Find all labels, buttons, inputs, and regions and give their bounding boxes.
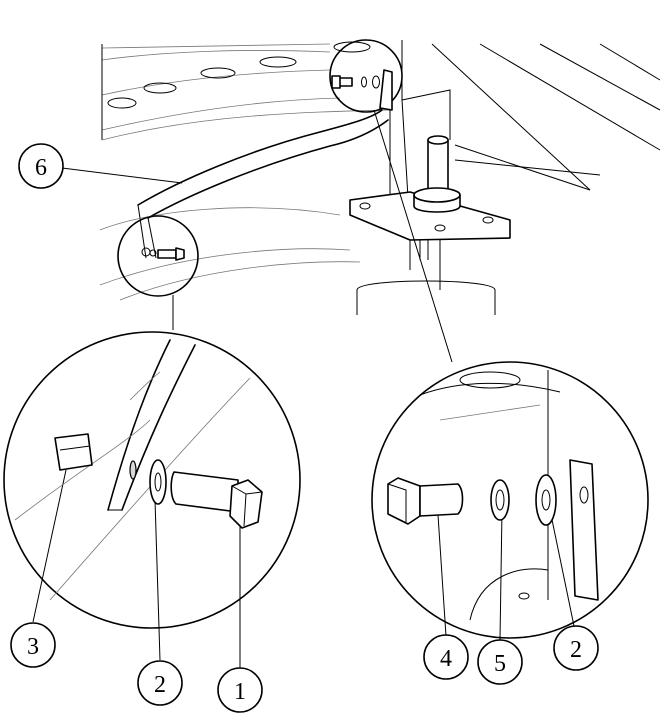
detail-left-enlarged bbox=[3, 331, 301, 629]
washer-left bbox=[149, 459, 167, 505]
leader-2a bbox=[154, 499, 161, 661]
nut bbox=[54, 433, 93, 471]
detail-circle-top-small bbox=[329, 39, 403, 113]
callout-2-right-label: 2 bbox=[570, 637, 582, 663]
callout-6: 6 bbox=[18, 143, 64, 189]
callout-4: 4 bbox=[423, 634, 469, 680]
leader-4 bbox=[437, 514, 447, 637]
lock-washer bbox=[490, 479, 510, 521]
leader-detail-right bbox=[373, 109, 453, 363]
callout-2-right: 2 bbox=[553, 625, 599, 671]
mounting-bracket bbox=[349, 135, 511, 290]
callout-2-left: 2 bbox=[137, 660, 183, 706]
washer-right bbox=[535, 474, 557, 526]
callout-3: 3 bbox=[10, 622, 56, 668]
leader-6 bbox=[61, 167, 183, 184]
callout-1: 1 bbox=[217, 667, 263, 713]
leader-5 bbox=[499, 509, 503, 641]
detail-circle-left-small bbox=[117, 215, 199, 297]
overview-drawing bbox=[99, 39, 661, 315]
bolt-left bbox=[170, 471, 263, 529]
leader-lines bbox=[32, 109, 575, 668]
callout-5-label: 5 bbox=[494, 651, 506, 677]
curved-arm bbox=[99, 109, 389, 301]
callout-1-label: 1 bbox=[234, 679, 246, 705]
bracket-tab bbox=[569, 459, 599, 601]
callout-5: 5 bbox=[477, 639, 523, 685]
detail-right-enlarged bbox=[371, 361, 649, 639]
callout-6-label: 6 bbox=[35, 155, 47, 181]
callout-2-left-label: 2 bbox=[154, 672, 166, 698]
callout-3-label: 3 bbox=[27, 634, 39, 660]
callout-4-label: 4 bbox=[440, 646, 452, 672]
bolt-right bbox=[387, 477, 464, 525]
leader-3 bbox=[32, 469, 67, 623]
leader-2b bbox=[549, 509, 575, 627]
cylinder-housing bbox=[356, 280, 496, 315]
